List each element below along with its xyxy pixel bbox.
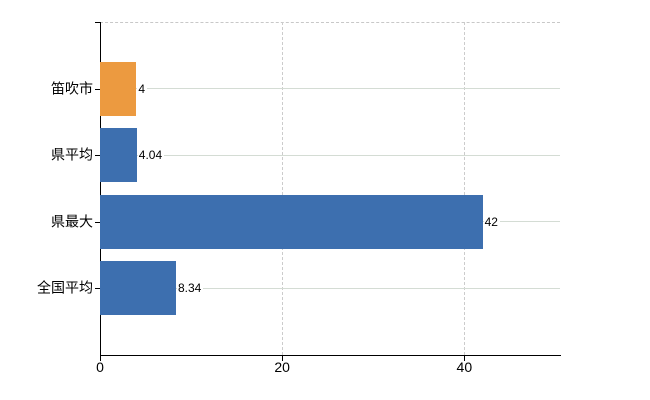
bar-全国平均 xyxy=(100,261,176,316)
x-tick-label: 40 xyxy=(456,359,473,375)
y-axis-tick xyxy=(95,288,100,290)
x-tick-label: 20 xyxy=(274,359,290,375)
category-label-笛吹市: 笛吹市 xyxy=(51,80,93,97)
bar-県平均 xyxy=(100,128,137,183)
x-tick-label: 0 xyxy=(96,359,104,375)
category-label-県最大: 県最大 xyxy=(51,213,93,230)
value-label: 42 xyxy=(483,214,500,229)
gridline-vertical xyxy=(464,22,466,355)
y-axis-line xyxy=(100,22,101,356)
y-axis-tick xyxy=(95,221,100,223)
gridline-horizontal xyxy=(100,287,560,289)
gridline-horizontal xyxy=(100,154,560,156)
x-axis-tick xyxy=(282,356,284,361)
gridline-horizontal xyxy=(100,88,560,90)
y-axis-tick xyxy=(95,155,100,157)
value-label: 4.04 xyxy=(137,148,165,163)
y-axis-tick xyxy=(95,88,100,90)
x-axis-tick xyxy=(100,356,101,361)
bar-県最大 xyxy=(100,194,483,249)
x-axis-tick xyxy=(464,356,466,361)
bar-笛吹市 xyxy=(100,61,137,116)
plot-area: 4 4.04 42 8.34 xyxy=(100,22,560,355)
category-label-県平均: 県平均 xyxy=(51,146,93,163)
value-label: 4 xyxy=(137,81,148,96)
category-label-全国平均: 全国平均 xyxy=(37,279,93,296)
x-axis-line xyxy=(100,355,561,356)
gridline-vertical xyxy=(282,22,284,355)
plot-top-border xyxy=(100,22,560,23)
y-axis-top-tick xyxy=(95,22,100,23)
value-label: 8.34 xyxy=(176,281,204,296)
